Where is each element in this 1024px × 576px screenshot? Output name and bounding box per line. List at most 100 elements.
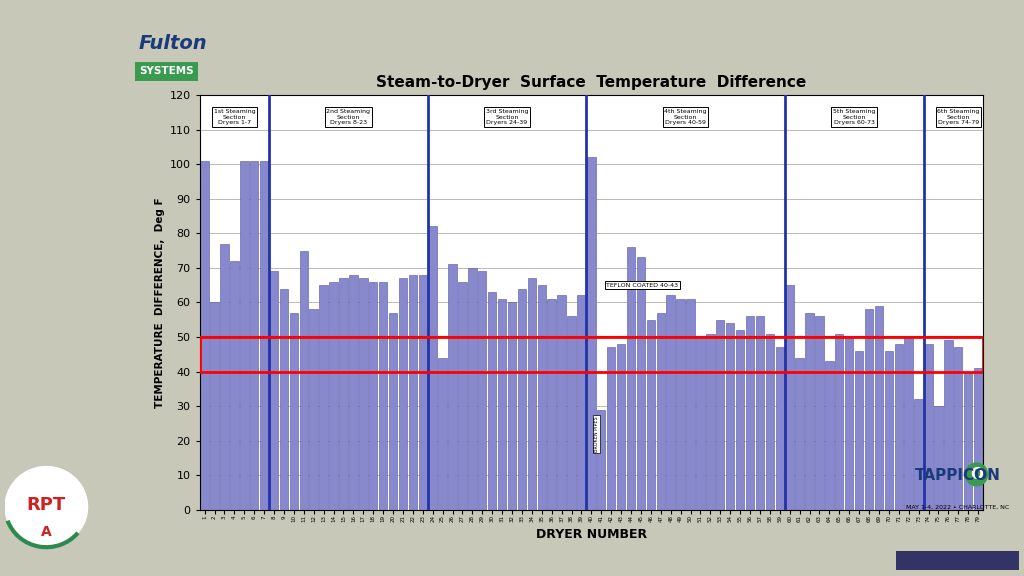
- Text: 5th Steaming
Section
Dryers 60-73: 5th Steaming Section Dryers 60-73: [833, 109, 876, 126]
- Bar: [796, 358, 804, 510]
- Bar: [707, 334, 715, 510]
- Bar: [855, 351, 863, 510]
- Bar: [925, 344, 933, 510]
- Bar: [686, 299, 694, 510]
- Bar: [369, 282, 378, 510]
- Bar: [260, 161, 268, 510]
- Bar: [220, 244, 228, 510]
- Bar: [339, 278, 348, 510]
- Bar: [518, 289, 526, 510]
- Text: TAPPICON: TAPPICON: [914, 468, 1000, 483]
- Title: Steam-to-Dryer  Surface  Temperature  Difference: Steam-to-Dryer Surface Temperature Diffe…: [376, 75, 807, 90]
- Bar: [468, 268, 476, 510]
- Bar: [270, 271, 279, 510]
- Bar: [201, 161, 209, 510]
- Text: 4th Steaming
Section
Dryers 40-59: 4th Steaming Section Dryers 40-59: [665, 109, 707, 126]
- Bar: [874, 306, 883, 510]
- Bar: [458, 282, 467, 510]
- Bar: [538, 285, 546, 510]
- Bar: [419, 275, 427, 510]
- Bar: [896, 551, 1019, 570]
- Bar: [498, 299, 506, 510]
- Text: O: O: [970, 467, 983, 482]
- Y-axis label: TEMPERATURE  DIFFERENCE,  Deg F: TEMPERATURE DIFFERENCE, Deg F: [156, 197, 165, 408]
- Bar: [716, 320, 725, 510]
- Bar: [449, 264, 457, 510]
- Bar: [250, 161, 258, 510]
- Bar: [409, 275, 417, 510]
- Bar: [330, 282, 338, 510]
- Bar: [775, 347, 784, 510]
- Bar: [398, 278, 408, 510]
- Bar: [646, 320, 655, 510]
- Text: 2nd Steaming
Section
Dryers 8-23: 2nd Steaming Section Dryers 8-23: [327, 109, 371, 126]
- Bar: [587, 157, 596, 510]
- Circle shape: [966, 463, 987, 486]
- Bar: [478, 271, 486, 510]
- Bar: [488, 292, 497, 510]
- Bar: [656, 313, 665, 510]
- Text: 6th Steaming
Section
Dryers 74-79: 6th Steaming Section Dryers 74-79: [937, 109, 979, 126]
- Bar: [616, 344, 626, 510]
- Bar: [349, 275, 357, 510]
- Bar: [508, 302, 516, 510]
- Bar: [210, 302, 219, 510]
- Text: TEFLON COATED 40-43: TEFLON COATED 40-43: [606, 283, 678, 287]
- Circle shape: [5, 467, 88, 547]
- Bar: [240, 161, 249, 510]
- Bar: [637, 257, 645, 510]
- Bar: [736, 330, 744, 510]
- Bar: [428, 226, 437, 510]
- Bar: [607, 347, 615, 510]
- Bar: [677, 299, 685, 510]
- Bar: [359, 278, 368, 510]
- Bar: [766, 334, 774, 510]
- Bar: [389, 313, 397, 510]
- Bar: [845, 337, 853, 510]
- Text: Fulton: Fulton: [139, 34, 208, 52]
- Bar: [865, 309, 873, 510]
- X-axis label: DRYER NUMBER: DRYER NUMBER: [536, 528, 647, 541]
- Bar: [934, 406, 943, 510]
- Text: RPT: RPT: [27, 495, 66, 514]
- Bar: [300, 251, 308, 510]
- Bar: [914, 399, 923, 510]
- Bar: [280, 289, 288, 510]
- Bar: [578, 295, 586, 510]
- Bar: [438, 358, 446, 510]
- Bar: [667, 295, 675, 510]
- Bar: [885, 351, 893, 510]
- Bar: [815, 316, 823, 510]
- Bar: [290, 313, 298, 510]
- Bar: [805, 313, 814, 510]
- Bar: [835, 334, 844, 510]
- Bar: [895, 344, 903, 510]
- Text: SYSTEMS: SYSTEMS: [139, 66, 194, 77]
- Bar: [230, 261, 239, 510]
- Bar: [974, 368, 982, 510]
- Bar: [567, 316, 575, 510]
- Bar: [627, 247, 635, 510]
- Bar: [904, 337, 912, 510]
- Bar: [756, 316, 764, 510]
- Bar: [964, 372, 973, 510]
- Bar: [597, 410, 605, 510]
- Bar: [954, 347, 963, 510]
- Bar: [557, 295, 566, 510]
- Text: BROKEN PIPES: BROKEN PIPES: [594, 416, 599, 452]
- Text: 3rd Steaming
Section
Dryers 24-39: 3rd Steaming Section Dryers 24-39: [485, 109, 528, 126]
- Bar: [309, 309, 317, 510]
- Bar: [200, 337, 983, 372]
- Bar: [825, 361, 834, 510]
- Bar: [745, 316, 755, 510]
- Bar: [548, 299, 556, 510]
- Bar: [319, 285, 328, 510]
- Bar: [696, 337, 705, 510]
- Text: MAY 1-4, 2022 • CHARLOTTE, NC: MAY 1-4, 2022 • CHARLOTTE, NC: [906, 505, 1009, 509]
- Bar: [527, 278, 537, 510]
- Bar: [726, 323, 734, 510]
- Text: 1st Steaming
Section
Dryers 1-7: 1st Steaming Section Dryers 1-7: [214, 109, 255, 126]
- Bar: [944, 340, 952, 510]
- Text: A: A: [41, 525, 51, 539]
- Bar: [785, 285, 794, 510]
